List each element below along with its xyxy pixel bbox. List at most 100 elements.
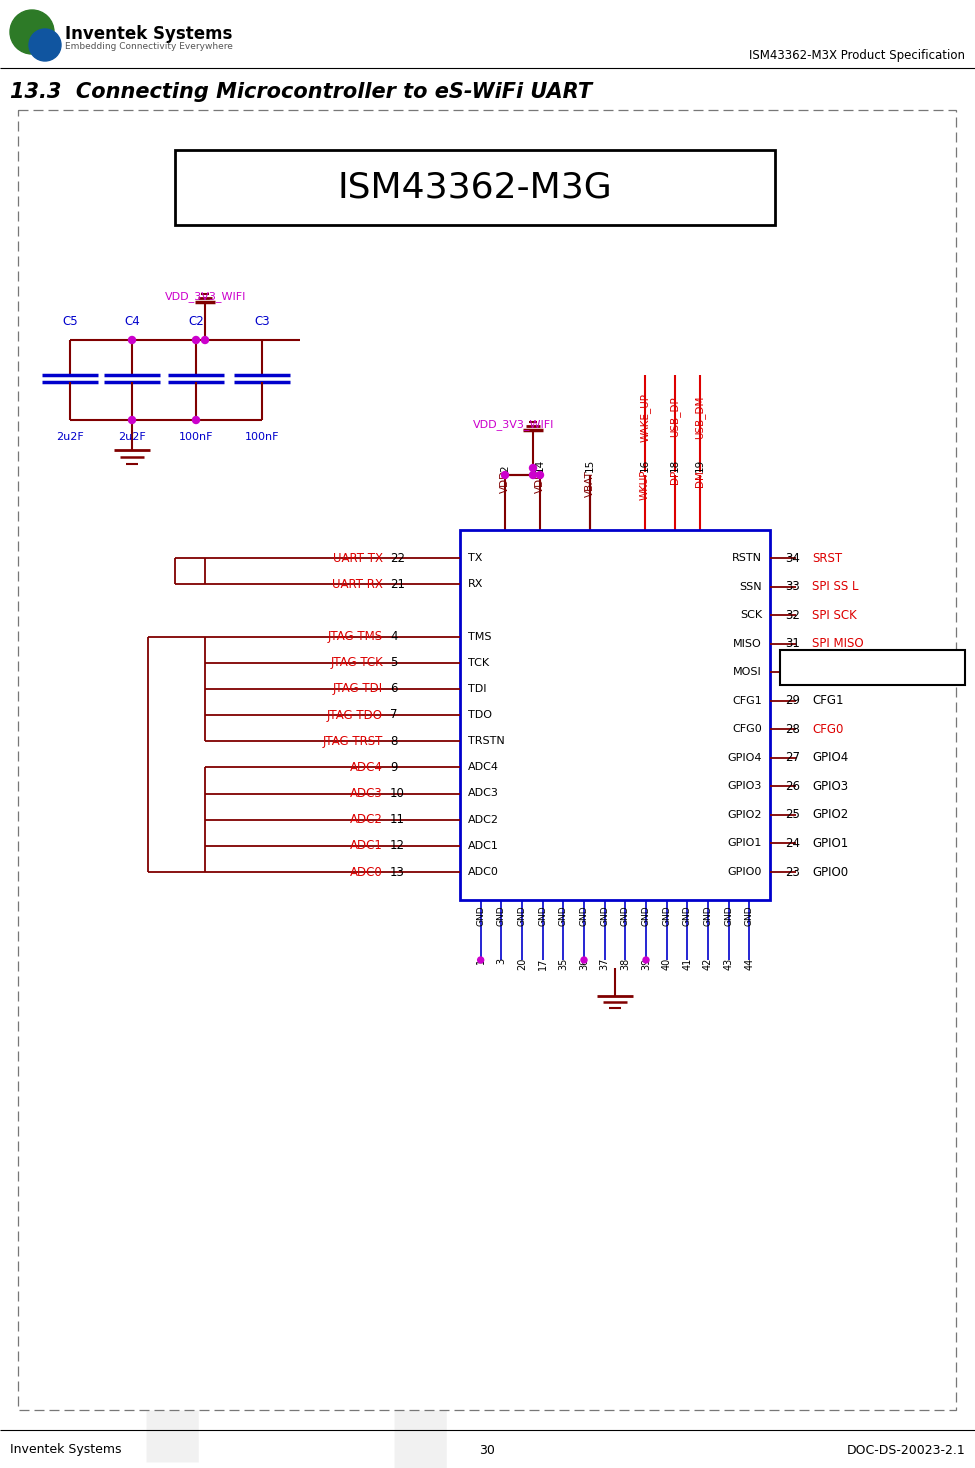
Text: C5: C5 bbox=[62, 316, 78, 327]
Text: UART RX: UART RX bbox=[332, 578, 383, 590]
Text: 41: 41 bbox=[682, 959, 692, 970]
Text: 19: 19 bbox=[695, 458, 705, 473]
Text: 11: 11 bbox=[390, 813, 405, 826]
Text: CFG0: CFG0 bbox=[732, 724, 762, 734]
Text: GPIO2: GPIO2 bbox=[727, 810, 762, 821]
Circle shape bbox=[192, 336, 200, 344]
Text: 37: 37 bbox=[600, 959, 609, 970]
Text: GND: GND bbox=[724, 904, 733, 926]
Text: GND: GND bbox=[642, 904, 650, 926]
Text: 39: 39 bbox=[641, 959, 651, 970]
Bar bbox=[18, 110, 956, 1409]
Text: 8: 8 bbox=[390, 734, 398, 747]
Text: 9: 9 bbox=[390, 760, 398, 774]
Text: 3: 3 bbox=[496, 959, 506, 964]
Text: VDD_3V3_WIFI: VDD_3V3_WIFI bbox=[473, 418, 555, 430]
Text: 25: 25 bbox=[785, 809, 800, 822]
Text: DOC-DS-20023-2.1: DOC-DS-20023-2.1 bbox=[846, 1443, 965, 1456]
Text: GPIO4: GPIO4 bbox=[812, 752, 848, 765]
Text: GND: GND bbox=[538, 904, 547, 926]
Text: 22: 22 bbox=[390, 552, 405, 565]
Text: P: P bbox=[120, 1249, 324, 1468]
Circle shape bbox=[529, 464, 536, 471]
Text: CFG1: CFG1 bbox=[812, 694, 843, 708]
Text: 1: 1 bbox=[476, 959, 486, 964]
Text: ISM43362-M3X Product Specification: ISM43362-M3X Product Specification bbox=[749, 48, 965, 62]
Text: JTAG TDI: JTAG TDI bbox=[332, 683, 383, 696]
Text: DM: DM bbox=[695, 470, 705, 487]
Text: WKUP: WKUP bbox=[640, 470, 650, 501]
Text: 21: 21 bbox=[390, 578, 405, 590]
Bar bbox=[175, 150, 775, 225]
Text: VDD_3V3_WIFI: VDD_3V3_WIFI bbox=[165, 291, 247, 302]
Text: 10: 10 bbox=[390, 787, 405, 800]
Text: UART TX: UART TX bbox=[333, 552, 383, 565]
Text: Inventek Systems: Inventek Systems bbox=[10, 1443, 122, 1456]
Text: 38: 38 bbox=[620, 959, 630, 970]
Text: GPIO0: GPIO0 bbox=[727, 868, 762, 876]
Text: RX: RX bbox=[468, 580, 484, 589]
Circle shape bbox=[10, 10, 54, 54]
Bar bbox=[460, 530, 770, 900]
Text: GPIO1: GPIO1 bbox=[727, 838, 762, 849]
Text: SPI MISO: SPI MISO bbox=[812, 637, 864, 650]
Text: Embedding Connectivity Everywhere: Embedding Connectivity Everywhere bbox=[65, 43, 233, 51]
Text: 29: 29 bbox=[785, 694, 800, 708]
Text: RSTN: RSTN bbox=[732, 553, 762, 564]
Text: 100nF: 100nF bbox=[178, 432, 214, 442]
Text: WAKE_UP: WAKE_UP bbox=[640, 392, 650, 442]
Text: ADC2: ADC2 bbox=[350, 813, 383, 826]
Circle shape bbox=[529, 471, 536, 479]
Text: ADC1: ADC1 bbox=[350, 840, 383, 853]
Text: JTAG TMS: JTAG TMS bbox=[328, 630, 383, 643]
Text: ADC0: ADC0 bbox=[468, 868, 499, 876]
Text: SPI SS L: SPI SS L bbox=[812, 580, 859, 593]
Text: 5: 5 bbox=[390, 656, 398, 669]
Text: TMS: TMS bbox=[468, 631, 491, 642]
Text: 36: 36 bbox=[579, 959, 589, 970]
Text: 40: 40 bbox=[662, 959, 672, 970]
Text: GND: GND bbox=[682, 904, 692, 926]
Circle shape bbox=[478, 957, 484, 963]
Circle shape bbox=[129, 417, 136, 423]
Text: USB_DM: USB_DM bbox=[694, 395, 706, 439]
Text: SCK: SCK bbox=[740, 611, 762, 619]
Circle shape bbox=[29, 29, 61, 62]
Text: GND: GND bbox=[704, 904, 713, 926]
Text: 13.3  Connecting Microcontroller to eS-WiFi UART: 13.3 Connecting Microcontroller to eS-Wi… bbox=[10, 82, 592, 101]
Text: 34: 34 bbox=[785, 552, 800, 565]
Text: 30: 30 bbox=[785, 665, 800, 678]
Text: 100nF: 100nF bbox=[245, 432, 279, 442]
Text: SPI SCK: SPI SCK bbox=[812, 609, 857, 621]
Circle shape bbox=[202, 336, 209, 344]
Text: GND: GND bbox=[621, 904, 630, 926]
Text: ADC1: ADC1 bbox=[468, 841, 499, 851]
Text: 4: 4 bbox=[390, 630, 398, 643]
Text: GND: GND bbox=[559, 904, 567, 926]
Text: 16: 16 bbox=[640, 458, 650, 473]
Text: GPIO4: GPIO4 bbox=[727, 753, 762, 763]
Text: C4: C4 bbox=[124, 316, 139, 327]
Text: JTAG TRST: JTAG TRST bbox=[323, 734, 383, 747]
Text: C3: C3 bbox=[254, 316, 270, 327]
Text: SRST: SRST bbox=[812, 552, 842, 565]
Text: 2u2F: 2u2F bbox=[118, 432, 146, 442]
Text: 18: 18 bbox=[670, 458, 680, 473]
Text: 7: 7 bbox=[390, 709, 398, 721]
Text: ISM43362-M3G: ISM43362-M3G bbox=[337, 170, 612, 204]
Bar bbox=[780, 650, 965, 686]
Text: DP: DP bbox=[670, 470, 680, 484]
Text: VBAT: VBAT bbox=[585, 470, 595, 496]
Text: 6: 6 bbox=[390, 683, 398, 696]
Text: ADC2: ADC2 bbox=[468, 815, 499, 825]
Text: ADC4: ADC4 bbox=[350, 760, 383, 774]
Text: TX: TX bbox=[468, 553, 483, 564]
Text: VDD: VDD bbox=[500, 470, 510, 493]
Text: GPIO2: GPIO2 bbox=[812, 809, 848, 822]
Circle shape bbox=[643, 957, 649, 963]
Text: GND: GND bbox=[662, 904, 671, 926]
Text: 13: 13 bbox=[390, 866, 405, 878]
Text: Inventek Systems: Inventek Systems bbox=[65, 25, 232, 43]
Circle shape bbox=[129, 336, 136, 344]
Text: 35: 35 bbox=[559, 959, 568, 970]
